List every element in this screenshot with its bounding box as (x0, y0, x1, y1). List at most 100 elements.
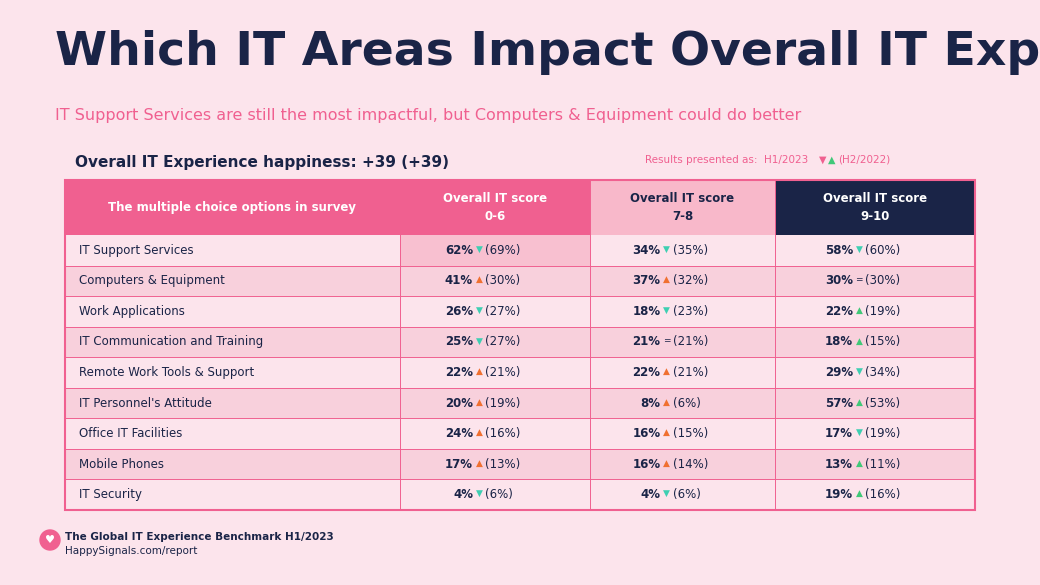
Bar (64, 180, 400, 235)
Text: 18%: 18% (825, 335, 853, 349)
Text: (6%): (6%) (485, 488, 513, 501)
Text: (6%): (6%) (673, 488, 700, 501)
Text: ▲: ▲ (475, 398, 483, 407)
Text: (H2/2022): (H2/2022) (838, 155, 890, 165)
Text: 19%: 19% (825, 488, 853, 501)
Text: 57%: 57% (825, 397, 853, 410)
Text: 17%: 17% (445, 457, 473, 471)
Text: (30%): (30%) (485, 274, 520, 287)
Text: (23%): (23%) (673, 305, 708, 318)
Text: 21%: 21% (632, 335, 660, 349)
Text: 30%: 30% (825, 274, 853, 287)
Bar (400, 235, 590, 266)
Text: (35%): (35%) (673, 244, 707, 257)
Text: (19%): (19%) (485, 397, 520, 410)
Text: (15%): (15%) (865, 335, 901, 349)
Text: Mobile Phones: Mobile Phones (79, 457, 164, 471)
Text: (27%): (27%) (485, 335, 520, 349)
Text: ▼: ▼ (856, 245, 862, 254)
Text: 4%: 4% (641, 488, 660, 501)
Text: Which IT Areas Impact Overall IT Experience?: Which IT Areas Impact Overall IT Experie… (55, 30, 1040, 75)
Text: (19%): (19%) (865, 427, 901, 440)
Text: ▼: ▼ (856, 367, 862, 376)
Text: ▲: ▲ (664, 367, 670, 376)
Text: IT Communication and Training: IT Communication and Training (79, 335, 263, 349)
Text: 22%: 22% (445, 366, 473, 379)
Text: 20%: 20% (445, 397, 473, 410)
Bar (64, 326, 976, 357)
Text: =: = (662, 336, 670, 346)
Text: (16%): (16%) (485, 427, 520, 440)
Text: Work Applications: Work Applications (79, 305, 185, 318)
Text: 13%: 13% (825, 457, 853, 471)
Text: ▼: ▼ (664, 245, 670, 254)
Text: ▼: ▼ (856, 428, 862, 437)
Text: ▲: ▲ (475, 459, 483, 467)
Text: =: = (855, 276, 863, 284)
Text: ▲: ▲ (828, 155, 835, 165)
Bar (590, 180, 775, 235)
Text: Overall IT score
9-10: Overall IT score 9-10 (823, 192, 927, 222)
Text: ▲: ▲ (475, 428, 483, 437)
Text: 16%: 16% (632, 427, 660, 440)
Text: 8%: 8% (641, 397, 660, 410)
Text: (34%): (34%) (865, 366, 901, 379)
Text: (69%): (69%) (485, 244, 520, 257)
Text: ▲: ▲ (664, 428, 670, 437)
Text: 22%: 22% (632, 366, 660, 379)
Text: ▲: ▲ (664, 276, 670, 284)
Text: 41%: 41% (445, 274, 473, 287)
Text: The multiple choice options in survey: The multiple choice options in survey (108, 201, 357, 214)
Text: ▼: ▼ (664, 306, 670, 315)
Text: (60%): (60%) (865, 244, 901, 257)
Text: ▲: ▲ (664, 398, 670, 407)
Text: ▲: ▲ (856, 306, 862, 315)
Bar (64, 388, 976, 418)
Text: 17%: 17% (825, 427, 853, 440)
Text: 24%: 24% (445, 427, 473, 440)
Text: (21%): (21%) (673, 366, 708, 379)
Text: ▼: ▼ (475, 245, 483, 254)
Text: (19%): (19%) (865, 305, 901, 318)
Text: (21%): (21%) (485, 366, 520, 379)
Text: Computers & Equipment: Computers & Equipment (79, 274, 225, 287)
Text: 26%: 26% (445, 305, 473, 318)
Text: (14%): (14%) (673, 457, 708, 471)
Text: Results presented as:  H1/2023: Results presented as: H1/2023 (645, 155, 811, 165)
Text: ▼: ▼ (475, 336, 483, 346)
Bar (64, 480, 976, 510)
Text: HappySignals.com/report: HappySignals.com/report (64, 546, 198, 556)
Text: ▲: ▲ (475, 276, 483, 284)
Text: 18%: 18% (632, 305, 660, 318)
Bar (775, 180, 976, 235)
Text: (13%): (13%) (485, 457, 520, 471)
Text: (21%): (21%) (673, 335, 708, 349)
Text: ♥: ♥ (45, 535, 55, 545)
Text: (32%): (32%) (673, 274, 708, 287)
Text: (30%): (30%) (865, 274, 901, 287)
Bar (64, 266, 976, 296)
Text: (53%): (53%) (865, 397, 901, 410)
Text: ▲: ▲ (856, 459, 862, 467)
Text: ▼: ▼ (664, 489, 670, 498)
Text: ▼: ▼ (475, 489, 483, 498)
Text: ▲: ▲ (856, 398, 862, 407)
Text: ▲: ▲ (856, 336, 862, 346)
Bar (64, 235, 976, 266)
Bar (64, 449, 976, 480)
Text: 34%: 34% (632, 244, 660, 257)
Text: Office IT Facilities: Office IT Facilities (79, 427, 182, 440)
Bar (64, 357, 976, 388)
Text: (11%): (11%) (865, 457, 901, 471)
Text: Remote Work Tools & Support: Remote Work Tools & Support (79, 366, 254, 379)
Text: IT Security: IT Security (79, 488, 142, 501)
Text: 29%: 29% (825, 366, 853, 379)
Text: 62%: 62% (445, 244, 473, 257)
Text: (6%): (6%) (673, 397, 700, 410)
Circle shape (40, 530, 60, 550)
Text: IT Personnel's Attitude: IT Personnel's Attitude (79, 397, 212, 410)
Text: 4%: 4% (453, 488, 473, 501)
Text: Overall IT score
7-8: Overall IT score 7-8 (630, 192, 734, 222)
Bar (400, 180, 590, 235)
Text: 25%: 25% (445, 335, 473, 349)
